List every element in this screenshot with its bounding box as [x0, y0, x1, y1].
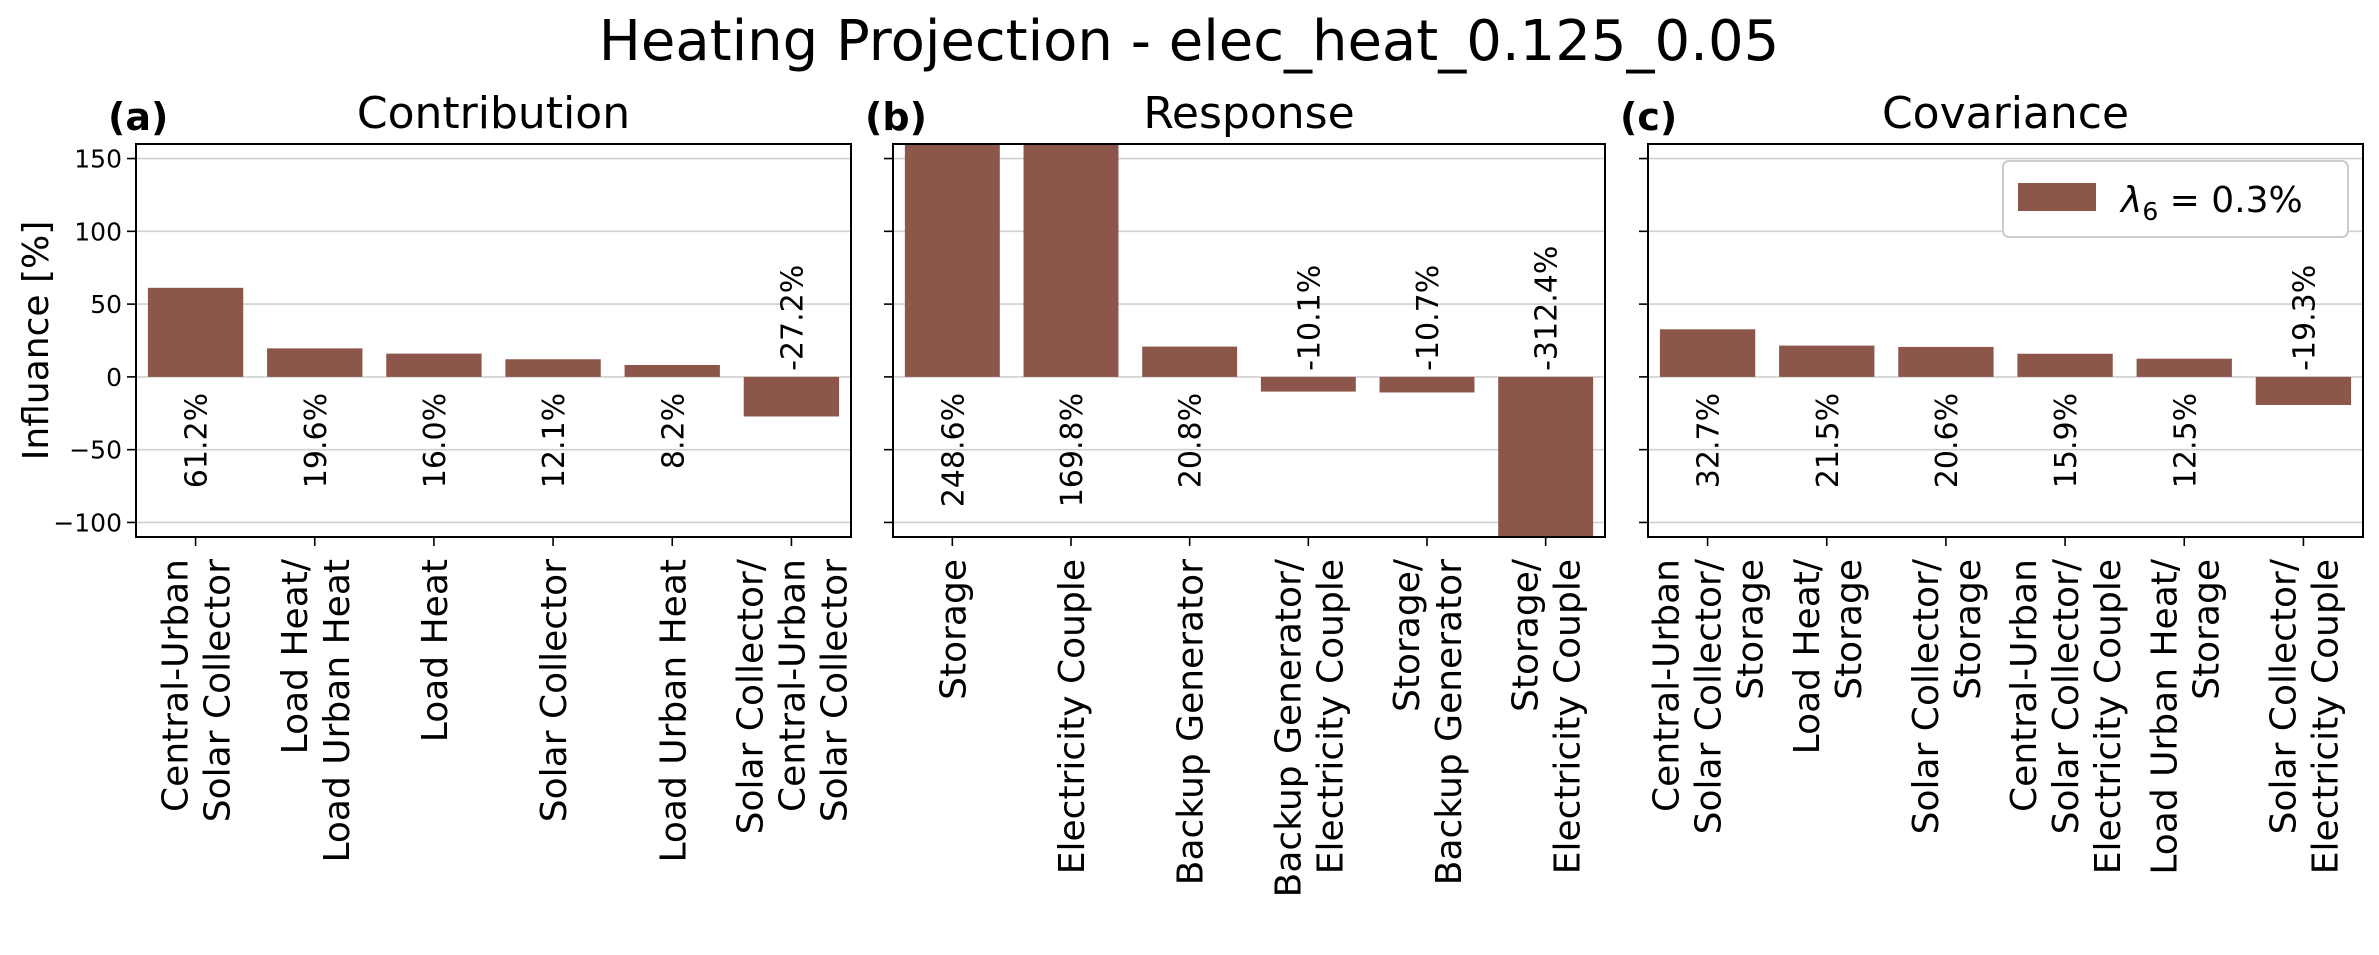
bar [743, 376, 840, 417]
y-axis-label: Influance [%] [16, 221, 57, 460]
y-tick-label: −50 [69, 436, 122, 465]
data-label: -312.4% [1530, 246, 1565, 371]
data-label: 20.8% [1174, 393, 1209, 488]
bar [1260, 376, 1356, 392]
panel-2: 248.6% Storage 169.8% Electricity Couple 20.… [865, 88, 1606, 897]
bar [1379, 376, 1475, 393]
bar [904, 144, 1000, 377]
x-tick-label: Load Heat/ [275, 558, 316, 754]
y-tick-label: 100 [74, 217, 122, 246]
x-tick-label: Solar Collector/ [730, 558, 771, 834]
x-tick-label: Electricity Couple [1548, 559, 1589, 874]
panel-title: Response [1143, 88, 1354, 139]
bar [2017, 353, 2113, 377]
data-label: 8.2% [656, 393, 691, 469]
x-tick-label: Electricity Couple [2088, 559, 2129, 874]
bar [1779, 345, 1875, 377]
x-tick-label: Solar Collector/ [1689, 558, 1730, 834]
data-label: 15.9% [2049, 393, 2084, 488]
data-label: -27.2% [775, 265, 810, 371]
panel-letter: (c) [1620, 95, 1677, 139]
bar [624, 364, 720, 377]
x-tick-label: Backup Generator [1171, 559, 1212, 885]
data-label: 21.5% [1811, 393, 1846, 488]
bar [1498, 376, 1594, 537]
bar [386, 353, 482, 377]
panel-title: Contribution [357, 88, 630, 139]
panel-letter: (b) [865, 95, 927, 139]
data-label: 16.0% [418, 393, 453, 488]
x-tick-label: Load Urban Heat/ [2144, 558, 2185, 875]
x-tick-label: Solar Collector [814, 559, 855, 822]
data-label: -19.3% [2287, 265, 2322, 371]
y-tick-label: 0 [106, 363, 122, 392]
x-tick-label: Load Urban Heat [317, 559, 358, 863]
panel-3: 32.7%Central-Urban Solar Collector/Storag… [1620, 88, 2364, 875]
x-tick-label: Storage [2186, 559, 2227, 700]
x-tick-label: Electricity Couple [2305, 559, 2346, 874]
data-label: -10.1% [1292, 265, 1327, 371]
x-tick-label: Backup Generator/ [1268, 558, 1309, 897]
x-tick-label: Storage [933, 559, 974, 700]
y-tick-label: 50 [90, 290, 122, 319]
bar [1023, 144, 1119, 377]
x-tick-label: Storage/ [1506, 558, 1547, 712]
bar [1659, 329, 1756, 377]
x-tick-label: Solar Collector [198, 559, 239, 822]
x-tick-label: Electricity Couple [1310, 559, 1351, 874]
x-tick-label: Central-Urban [156, 559, 197, 812]
y-tick-label: 150 [74, 145, 122, 174]
bar [1898, 346, 1994, 377]
x-tick-label: Solar Collector/ [1906, 558, 1947, 834]
data-label: 12.1% [537, 393, 572, 488]
data-label: 248.6% [936, 393, 971, 507]
x-tick-label: Central-Urban [1647, 559, 1688, 812]
bar [267, 348, 363, 377]
x-tick-label: Solar Collector [534, 559, 575, 822]
x-tick-label: Load Heat [415, 559, 456, 742]
x-tick-label: Storage/ [1387, 558, 1428, 712]
data-label: 32.7% [1692, 393, 1727, 488]
x-tick-label: Load Heat/ [1787, 558, 1828, 754]
x-tick-label: Central-Urban [2004, 559, 2045, 812]
legend-swatch [2018, 183, 2096, 211]
data-label: 19.6% [299, 393, 334, 488]
x-tick-label: Backup Generator [1429, 559, 1470, 885]
data-label: 12.5% [2168, 393, 2203, 488]
panel-title: Covariance [1882, 88, 2129, 139]
x-tick-label: Solar Collector/ [2263, 558, 2304, 834]
y-tick-label: −100 [53, 508, 122, 537]
legend-label: λ6 = 0.3% [2119, 180, 2303, 226]
x-tick-label: Load Urban Heat [653, 559, 694, 863]
legend: λ6 = 0.3% [2002, 160, 2349, 238]
data-label: 169.8% [1055, 393, 1090, 507]
bar [2136, 358, 2232, 377]
panel-letter: (a) [108, 95, 168, 139]
data-label: 20.6% [1930, 393, 1965, 488]
bar [505, 359, 601, 377]
legend-box [2002, 160, 2349, 238]
bar [1142, 346, 1238, 377]
axes-frame [892, 143, 1606, 538]
x-tick-label: Solar Collector/ [2046, 558, 2087, 834]
bar [2255, 376, 2352, 405]
bar [147, 287, 244, 377]
axes-frame [135, 143, 852, 538]
x-tick-label: Storage [1731, 559, 1772, 700]
x-tick-label: Storage [1948, 559, 1989, 700]
data-label: 61.2% [180, 393, 215, 488]
figure-title: Heating Projection - elec_heat_0.125_0.0… [599, 9, 1779, 74]
x-tick-label: Storage [1829, 559, 1870, 700]
x-tick-label: Electricity Couple [1052, 559, 1093, 874]
x-tick-label: Central-Urban [772, 559, 813, 812]
data-label: -10.7% [1411, 265, 1446, 371]
axes-frame [1647, 143, 2364, 538]
